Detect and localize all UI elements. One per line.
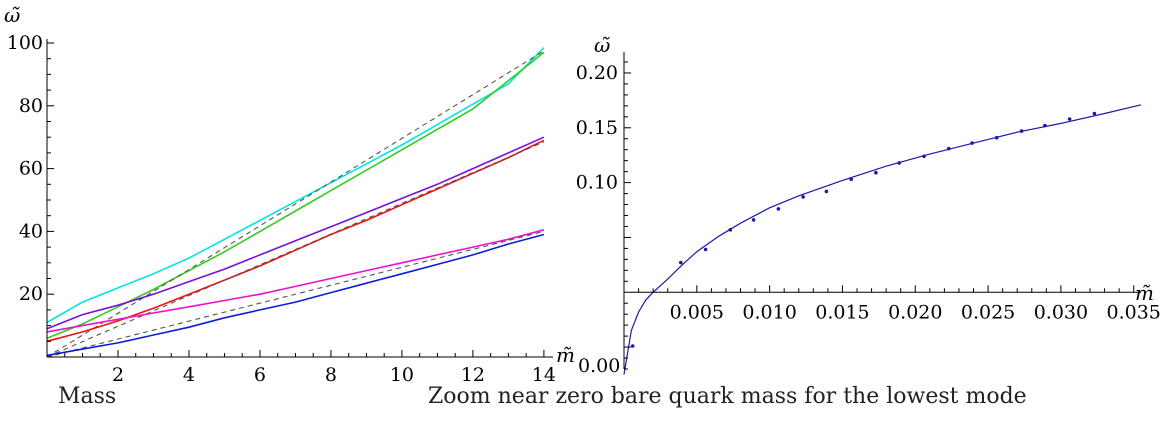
left-axes: 2 4 6 8 10 12 14 20 40 60 80 100 bbox=[7, 32, 556, 386]
left-x-tick-label: 4 bbox=[183, 364, 195, 386]
data-point bbox=[703, 247, 708, 252]
series-line-3 bbox=[46, 136, 545, 330]
data-point bbox=[922, 154, 926, 159]
data-point bbox=[1043, 123, 1047, 128]
asymptote-line-7 bbox=[46, 230, 545, 358]
left-mass-chart: 2 4 6 8 10 12 14 20 40 60 80 100 m̃ ω̃ bbox=[4, 3, 575, 386]
left-y-tick-label: 80 bbox=[19, 95, 43, 117]
asymptote-line-2 bbox=[46, 50, 545, 358]
right-x-tick-label: 0.020 bbox=[888, 301, 942, 323]
right-fit-curve bbox=[623, 104, 1142, 375]
right-axes: 0.005 0.010 0.015 0.020 0.025 0.030 0.035 0.10 0… bbox=[576, 52, 1161, 370]
data-point bbox=[897, 161, 901, 165]
left-x-tick-label: 14 bbox=[532, 364, 556, 386]
right-y-tick-label: 0.20 bbox=[576, 62, 618, 84]
right-x-tick-label: 0.030 bbox=[1034, 301, 1088, 323]
left-y-tick-label: 20 bbox=[19, 283, 43, 305]
right-caption: Zoom near zero bare quark mass for the l… bbox=[428, 384, 1027, 409]
left-x-axis-label: m̃ bbox=[556, 343, 575, 367]
right-x-tick-label: 0.025 bbox=[961, 301, 1015, 323]
data-point bbox=[1067, 117, 1072, 121]
left-x-tick-label: 6 bbox=[254, 364, 266, 386]
right-x-tick-label: 0.015 bbox=[815, 301, 869, 323]
data-point bbox=[995, 135, 999, 140]
data-point bbox=[1019, 129, 1024, 133]
right-y-axis-label: ω̃ bbox=[594, 33, 610, 57]
left-x-tick-label: 2 bbox=[112, 364, 124, 386]
left-x-tick-label: 10 bbox=[390, 364, 414, 386]
data-point bbox=[1092, 111, 1097, 116]
series-line-8 bbox=[46, 233, 545, 357]
fit-curve-line bbox=[623, 104, 1142, 375]
right-data-points bbox=[630, 111, 1097, 348]
right-origin-label: 0.00 bbox=[578, 355, 620, 377]
data-point bbox=[776, 207, 781, 211]
right-y-tick-label: 0.10 bbox=[576, 172, 618, 194]
left-y-axis-label: ω̃ bbox=[4, 3, 20, 27]
series-line-6 bbox=[46, 229, 545, 333]
left-y-tick-label: 40 bbox=[19, 220, 43, 242]
data-point bbox=[874, 170, 878, 175]
data-point bbox=[824, 189, 829, 194]
left-caption: Mass bbox=[58, 384, 117, 409]
right-x-tick-label: 0.035 bbox=[1107, 301, 1161, 323]
left-x-tick-label: 12 bbox=[461, 364, 485, 386]
right-y-tick-label: 0.15 bbox=[576, 117, 618, 139]
data-point bbox=[970, 141, 974, 145]
asymptote-line-5 bbox=[46, 141, 545, 358]
data-point bbox=[630, 344, 635, 348]
right-x-tick-label: 0.005 bbox=[670, 301, 724, 323]
right-zoom-chart: 0.005 0.010 0.015 0.020 0.025 0.030 0.035 0.10 0… bbox=[576, 33, 1161, 377]
left-x-tick-label: 8 bbox=[325, 364, 337, 386]
right-x-axis-label: m̃ bbox=[1135, 281, 1154, 305]
left-y-tick-label: 60 bbox=[19, 158, 43, 180]
data-point bbox=[801, 195, 805, 199]
series-line-1 bbox=[46, 51, 545, 339]
data-point bbox=[679, 260, 683, 265]
data-point bbox=[751, 218, 756, 222]
right-x-tick-label: 0.010 bbox=[742, 301, 796, 323]
series-line-0 bbox=[46, 47, 545, 324]
data-point bbox=[849, 177, 853, 182]
data-point bbox=[728, 228, 733, 232]
left-series-lines bbox=[46, 47, 545, 358]
data-point bbox=[947, 146, 951, 151]
left-y-tick-label: 100 bbox=[7, 32, 43, 54]
